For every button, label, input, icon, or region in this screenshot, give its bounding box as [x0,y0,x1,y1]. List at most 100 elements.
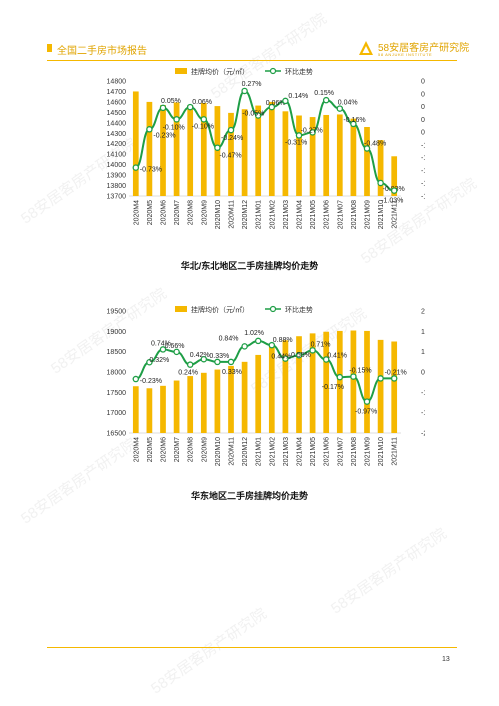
x-tick-label: 2021M06 [324,200,331,229]
bar [255,354,262,433]
y2-tick-label: -1% [421,168,425,175]
data-label: -0.05% [242,111,264,118]
x-tick-label: 2020M10 [215,200,222,229]
chart-svg: 挂牌均价（元/㎡） 环比走势 14800 14700 14600 14500 14400 14… [107,67,425,229]
line-point [282,355,289,362]
data-label: -0.23% [140,378,162,385]
y2-tick-label: 0% [421,91,425,98]
x-tick-label: 2020M6 [161,200,168,225]
legend-line-label: 环比走势 [285,305,313,314]
line-point [336,105,344,112]
y-tick-label: 16500 [107,431,127,438]
x-tick-label: 2020M6 [161,437,168,462]
line-point [200,355,208,363]
header-marker [47,44,52,52]
x-tick-label: 2021M03 [283,437,290,466]
bar [132,91,139,196]
x-tick-label: 2021M10 [378,437,385,466]
x-tick-label: 2020M8 [188,200,195,225]
bar [282,111,289,196]
y-tick-label: 14600 [107,99,127,106]
bar [214,369,221,433]
bar [187,376,194,433]
bar [173,380,180,433]
data-label: -0.48% [364,140,386,147]
line-point [268,341,276,349]
bar [323,331,330,433]
y2-tick-label: 0% [421,117,425,124]
legend-line-marker [269,67,277,75]
line-point [254,337,262,345]
line-point [227,126,235,134]
y-tick-label: 14200 [107,141,127,148]
y-tick-label: 13700 [107,194,127,201]
y2-tick-label: -1% [421,181,425,188]
legend-line-marker [269,305,277,313]
line-point [309,347,316,354]
watermark-text: 58安居客房产研究院 [148,605,270,698]
x-tick-label: 2021M01 [256,200,263,229]
legend-bar-label: 挂牌均价（元/㎡） [191,305,249,314]
data-label: 0.04% [338,100,358,107]
bar [336,114,343,196]
chart-title-east: 华东地区二手房挂牌均价走势 [190,491,308,501]
line-point [377,375,384,382]
line-point [214,144,221,151]
bar [187,105,194,196]
line-point [336,373,344,381]
line-point [132,164,140,171]
x-tick-label: 2020M7 [174,437,181,462]
y-tick-label: 14000 [107,162,127,169]
bar [173,102,180,196]
data-label: -0.24% [221,135,243,142]
bar [391,156,398,196]
bar [160,105,166,196]
bar [391,341,398,433]
line-point [295,351,303,359]
y2-tick-label: -2% [421,431,425,438]
line-point [146,358,153,366]
data-label: 0.71% [311,341,331,348]
y2-tick-label: 1% [421,329,425,336]
y-tick-label: 14400 [107,120,127,127]
x-tick-label: 2021M04 [297,437,304,466]
y-tick-label: 13900 [107,173,127,180]
data-label: 0.05% [161,98,181,105]
y-tick-label: 19000 [107,329,127,336]
x-tick-label: 2021M04 [297,200,304,229]
data-label: 0.84% [219,335,239,342]
data-label: 0.42% [190,352,210,359]
x-tick-label: 2021M01 [256,437,263,466]
data-label: 0.32% [149,357,169,364]
data-label: 0.06% [266,100,286,107]
bar [268,101,275,196]
y-tick-label: 14500 [107,110,127,117]
y2-tick-label: 0% [421,104,425,111]
line-point [173,348,180,356]
bar [364,330,370,433]
line-point [146,126,153,133]
bar [309,333,316,433]
x-tick-label: 2021M11 [392,200,399,229]
x-tick-label: 2020M10 [215,437,222,466]
y-tick-label: 17000 [107,410,127,417]
y2-tick-label: 2% [421,309,425,316]
data-label: -0.97% [355,409,377,416]
x-tick-label: 2021M08 [351,437,358,466]
data-label: 1.02% [244,330,264,337]
report-title: 全国二手房市场报告 [57,46,147,57]
bar [336,330,343,433]
legend-bar-label: 挂牌均价（元/㎡） [191,67,249,76]
line-point [159,346,167,353]
bar [200,102,207,196]
y2-tick-label: -1% [421,410,425,417]
x-tick-label: 2021M05 [310,437,317,466]
line-point [322,96,330,104]
data-label: 0.24% [178,370,198,377]
y-tick-label: 17500 [107,390,127,397]
y-tick-label: 19500 [107,309,127,316]
data-label: -0.10% [192,123,214,130]
line-point [254,112,262,119]
data-label: 0.66% [165,343,185,350]
x-tick-label: 2020M12 [242,437,249,466]
